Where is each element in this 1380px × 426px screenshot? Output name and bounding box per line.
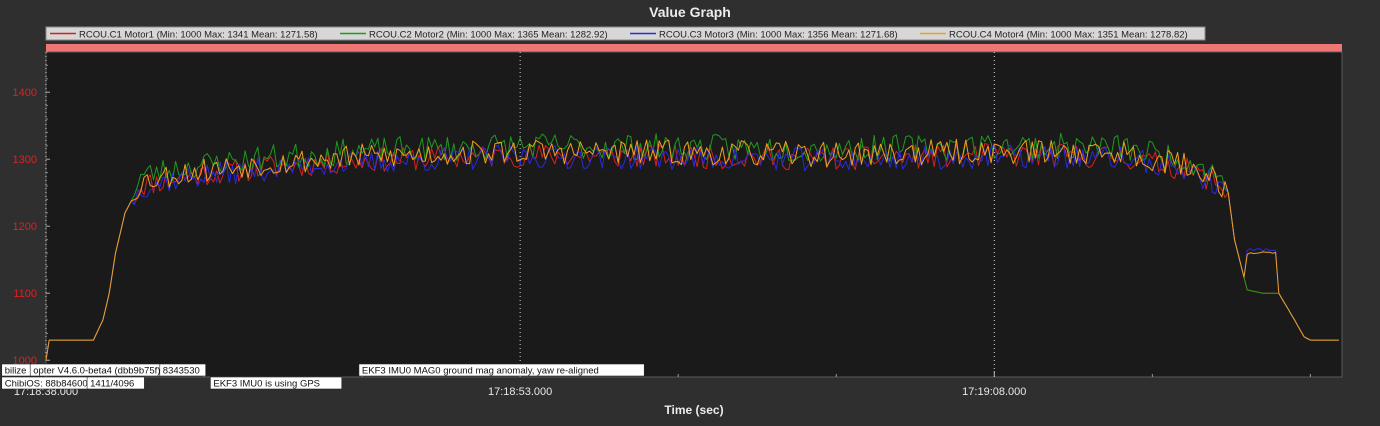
series-group	[45, 132, 1339, 361]
legend-box	[45, 26, 1206, 41]
annotation-box	[86, 376, 145, 390]
annotation-text: 8343530	[163, 366, 200, 377]
status-banner	[46, 44, 1342, 52]
legend[interactable]: RCOU.C1 Motor1 (Min: 1000 Max: 1341 Mean…	[45, 26, 1206, 41]
annotations: bilize opter V4.6.0-beta4 (dbb9b75f) 83435…	[1, 363, 645, 390]
annotation-box	[358, 363, 645, 377]
y-tick-label-2: 1200	[13, 221, 37, 233]
annotation-box	[159, 363, 206, 377]
chart-title: Value Graph	[649, 4, 731, 20]
legend-label-2[interactable]: RCOU.C2 Motor2 (Min: 1000 Max: 1365 Mean…	[369, 30, 608, 41]
x-tick-label-1: 17:18:53.000	[488, 386, 552, 398]
series-line-4	[45, 138, 1339, 361]
x-axis-title: Time (sec)	[664, 403, 723, 417]
x-axis: 17:18:38.000 17:18:53.000 17:19:08.000	[14, 371, 1311, 398]
plot-area[interactable]	[45, 51, 1343, 378]
annotation-6: 1411/4096	[86, 376, 145, 390]
legend-label-4[interactable]: RCOU.C4 Motor4 (Min: 1000 Max: 1351 Mean…	[949, 30, 1188, 41]
annotation-4: EKF3 IMU0 MAG0 ground mag anomaly, yaw r…	[358, 363, 645, 377]
y-tick-label-4: 1400	[13, 87, 37, 99]
annotation-text: bilize	[5, 366, 27, 377]
legend-label-1[interactable]: RCOU.C1 Motor1 (Min: 1000 Max: 1341 Mean…	[79, 30, 318, 41]
annotation-text: EKF3 IMU0 MAG0 ground mag anomaly, yaw r…	[362, 366, 599, 377]
annotation-3: 8343530	[159, 363, 206, 377]
annotation-text: ChibiOS: 88b84600	[5, 379, 88, 390]
legend-label-3[interactable]: RCOU.C3 Motor3 (Min: 1000 Max: 1356 Mean…	[659, 30, 898, 41]
annotation-text: opter V4.6.0-beta4 (dbb9b75f)	[33, 366, 160, 377]
y-tick-label-3: 1300	[13, 154, 37, 166]
annotation-7: EKF3 IMU0 is using GPS	[210, 376, 343, 390]
x-tick-label-2: 17:19:08.000	[962, 386, 1026, 398]
annotation-text: 1411/4096	[90, 379, 134, 390]
annotation-text: EKF3 IMU0 is using GPS	[213, 379, 320, 390]
annotation-box	[210, 376, 343, 390]
y-tick-label-1: 1100	[13, 288, 37, 300]
